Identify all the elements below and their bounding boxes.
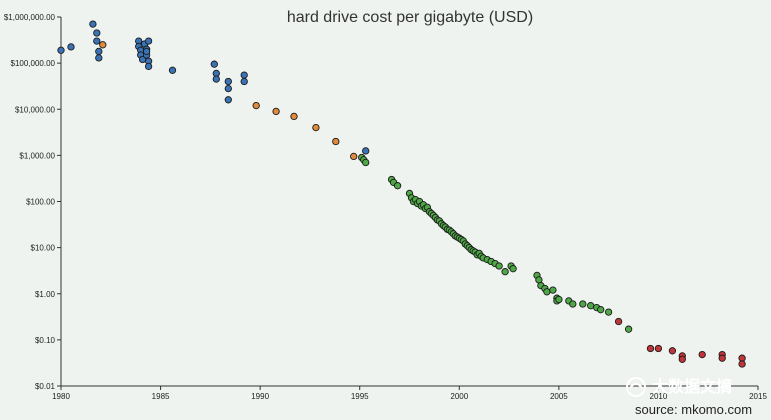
data-point — [604, 308, 613, 316]
data-point — [646, 344, 655, 353]
data-point — [67, 43, 75, 51]
data-point — [312, 123, 320, 132]
data-point — [332, 137, 340, 146]
data-point — [142, 47, 151, 56]
data-point — [362, 158, 370, 167]
series-1 — [99, 41, 358, 161]
x-tick-label: 1990 — [251, 392, 269, 401]
y-tick-label: $10.00 — [31, 244, 56, 253]
x-tick-label: 2015 — [749, 392, 767, 401]
chart-title: hard drive cost per gigabyte (USD) — [287, 9, 533, 26]
data-point — [350, 152, 358, 161]
data-point — [549, 286, 557, 294]
data-point — [543, 288, 551, 296]
watermark-logo-icon — [626, 377, 646, 397]
data-points — [57, 20, 746, 368]
data-point — [362, 147, 370, 155]
data-point — [168, 66, 177, 74]
series-0 — [57, 20, 370, 155]
data-point — [144, 62, 153, 71]
y-tick-label: $0.10 — [35, 336, 56, 345]
data-point — [144, 37, 153, 45]
data-point — [210, 60, 218, 68]
data-point — [654, 344, 663, 353]
data-point — [95, 47, 103, 56]
data-point — [579, 300, 587, 308]
source-label: source: mkomo.com — [635, 402, 752, 417]
data-point — [587, 302, 595, 310]
data-point — [93, 37, 101, 45]
data-point — [393, 182, 402, 190]
data-point — [224, 77, 232, 86]
data-point — [698, 350, 706, 359]
y-tick-label: $100.00 — [26, 198, 55, 207]
data-point — [495, 262, 503, 270]
x-tick-label: 2000 — [450, 392, 468, 401]
axes: $0.01 $0.10 $1.00 $10.00 $100.00 $1,000.00 $10… — [4, 13, 768, 401]
data-point — [624, 325, 633, 333]
data-point — [89, 20, 97, 28]
x-tick-label: 2010 — [650, 392, 668, 401]
x-tick-label: 1980 — [52, 392, 70, 401]
x-tick-label: 1995 — [351, 392, 369, 401]
y-tick-label: $100,000.00 — [11, 59, 56, 68]
data-point — [224, 84, 232, 93]
y-tick-label: $1.00 — [35, 290, 56, 299]
data-point — [240, 71, 248, 79]
data-point — [93, 29, 101, 37]
series-2 — [358, 153, 633, 333]
data-point — [224, 96, 232, 104]
y-tick-label: $10,000.00 — [15, 105, 56, 114]
data-point — [569, 300, 577, 308]
data-point — [509, 265, 517, 273]
data-point — [614, 317, 623, 326]
y-tick-label: $1,000,000.00 — [4, 13, 56, 22]
data-point — [212, 75, 220, 83]
data-point — [57, 46, 65, 54]
data-point — [95, 54, 103, 62]
x-tick-label: 1985 — [152, 392, 170, 401]
data-point — [99, 41, 107, 49]
data-point — [597, 306, 605, 314]
watermark-text: 大数据文摘 — [652, 377, 732, 396]
data-point — [252, 101, 260, 110]
data-point — [272, 107, 280, 116]
y-tick-label: $0.01 — [35, 382, 56, 391]
data-point — [678, 355, 686, 363]
series-3 — [614, 317, 746, 368]
y-tick-label: $1,000.00 — [19, 151, 55, 160]
data-point — [501, 268, 509, 276]
data-point — [738, 360, 746, 368]
data-point — [290, 112, 298, 121]
x-tick-label: 2005 — [550, 392, 568, 401]
data-point — [668, 347, 677, 355]
data-point — [555, 295, 563, 304]
data-point — [718, 354, 726, 362]
data-point — [240, 77, 248, 86]
